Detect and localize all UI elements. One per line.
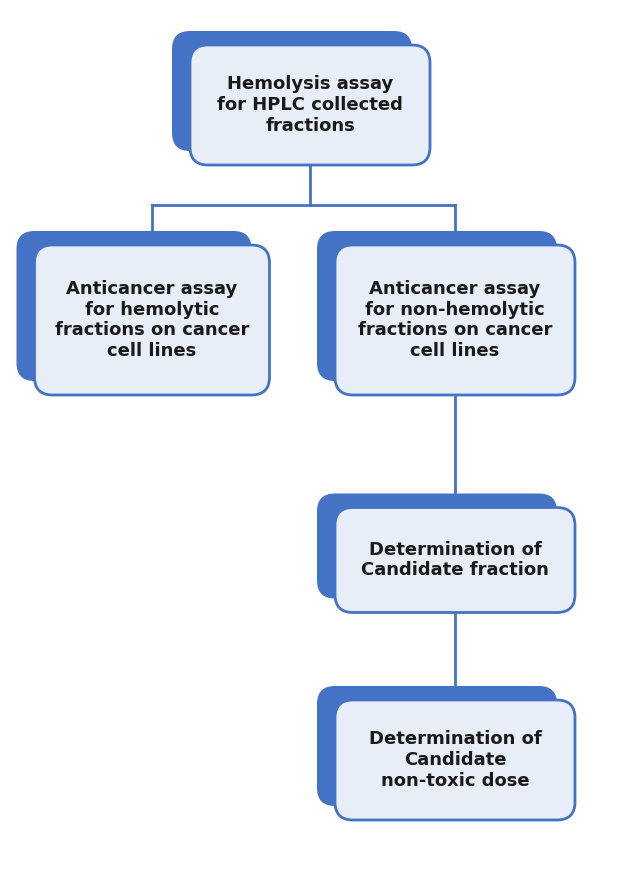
FancyBboxPatch shape bbox=[317, 231, 557, 381]
Text: Determination of
Candidate
non-toxic dose: Determination of Candidate non-toxic dos… bbox=[369, 730, 541, 789]
FancyBboxPatch shape bbox=[335, 508, 575, 612]
FancyBboxPatch shape bbox=[335, 700, 575, 820]
FancyBboxPatch shape bbox=[35, 245, 270, 395]
Text: Anticancer assay
for non-hemolytic
fractions on cancer
cell lines: Anticancer assay for non-hemolytic fract… bbox=[358, 280, 552, 361]
FancyBboxPatch shape bbox=[17, 231, 252, 381]
Text: Determination of
Candidate fraction: Determination of Candidate fraction bbox=[361, 540, 549, 579]
FancyBboxPatch shape bbox=[317, 686, 557, 806]
FancyBboxPatch shape bbox=[172, 31, 412, 151]
FancyBboxPatch shape bbox=[190, 45, 430, 165]
Text: Hemolysis assay
for HPLC collected
fractions: Hemolysis assay for HPLC collected fract… bbox=[217, 75, 403, 135]
FancyBboxPatch shape bbox=[317, 494, 557, 599]
Text: Anticancer assay
for hemolytic
fractions on cancer
cell lines: Anticancer assay for hemolytic fractions… bbox=[55, 280, 249, 361]
FancyBboxPatch shape bbox=[335, 245, 575, 395]
